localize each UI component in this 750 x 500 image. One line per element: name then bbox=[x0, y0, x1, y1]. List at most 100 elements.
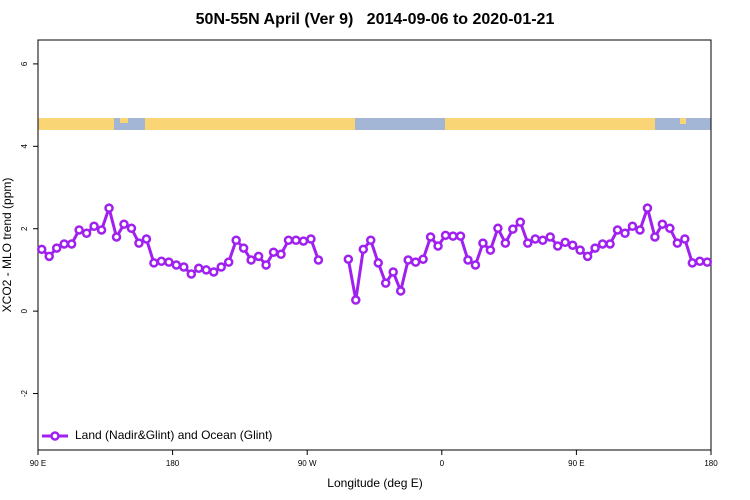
land-ocean-strip bbox=[38, 118, 711, 130]
data-point bbox=[403, 255, 413, 265]
data-point bbox=[96, 225, 107, 235]
data-point bbox=[485, 245, 496, 255]
data-point bbox=[410, 257, 421, 267]
data-point bbox=[164, 257, 174, 267]
data-point bbox=[156, 256, 167, 267]
data-point bbox=[373, 258, 383, 268]
y-tick-label: -2 bbox=[20, 389, 29, 397]
y-axis-label: XCO2 - MLO trend (ppm) bbox=[0, 178, 14, 313]
x-tick-label: 90 E bbox=[30, 459, 46, 468]
data-point bbox=[575, 245, 585, 255]
data-point bbox=[687, 258, 698, 268]
data-point bbox=[523, 238, 533, 248]
data-point bbox=[194, 263, 204, 274]
data-point bbox=[351, 295, 361, 305]
data-point bbox=[478, 238, 488, 248]
data-point bbox=[81, 228, 92, 239]
data-point bbox=[111, 232, 122, 242]
data-point bbox=[582, 251, 593, 262]
data-point bbox=[395, 286, 406, 296]
data-point bbox=[66, 239, 77, 249]
data-point bbox=[261, 260, 271, 270]
data-point bbox=[223, 257, 234, 267]
data-point bbox=[216, 262, 226, 272]
data-point bbox=[433, 241, 443, 251]
data-point bbox=[530, 234, 541, 244]
data-point bbox=[134, 238, 144, 248]
data-point bbox=[171, 260, 182, 270]
data-point bbox=[253, 251, 264, 262]
data-point bbox=[231, 235, 241, 246]
data-point bbox=[695, 256, 705, 267]
data-point bbox=[59, 239, 69, 249]
data-point bbox=[268, 247, 279, 257]
data-point bbox=[291, 235, 301, 246]
data-point bbox=[620, 228, 630, 239]
data-point bbox=[283, 235, 294, 246]
data-point bbox=[149, 258, 159, 268]
data-point bbox=[470, 260, 481, 270]
data-point bbox=[89, 221, 99, 232]
data-point bbox=[36, 244, 47, 255]
data-point bbox=[44, 251, 54, 262]
data-point bbox=[657, 219, 668, 229]
data-point bbox=[463, 255, 473, 265]
data-point bbox=[201, 265, 211, 275]
x-tick-label: 180 bbox=[166, 459, 180, 468]
data-point bbox=[545, 232, 555, 242]
data-point bbox=[246, 255, 256, 265]
data-point bbox=[141, 234, 152, 244]
data-point bbox=[567, 240, 578, 250]
chart-title: 50N-55N April (Ver 9) 2014-09-06 to 2020… bbox=[196, 11, 555, 28]
data-point bbox=[455, 231, 466, 241]
data-point bbox=[358, 244, 369, 255]
data-point bbox=[418, 254, 428, 264]
data-point bbox=[425, 232, 436, 242]
x-axis-label: Longitude (deg E) bbox=[327, 476, 422, 490]
data-point bbox=[51, 243, 62, 253]
data-point bbox=[186, 269, 197, 279]
legend-label: Land (Nadir&Glint) and Ocean (Glint) bbox=[75, 428, 272, 442]
legend-marker bbox=[50, 431, 60, 441]
data-point bbox=[515, 217, 526, 227]
y-tick-label: 2 bbox=[20, 226, 29, 231]
data-point bbox=[597, 239, 608, 249]
data-point bbox=[208, 267, 219, 277]
data-point bbox=[642, 203, 653, 213]
data-point bbox=[590, 243, 600, 253]
data-point bbox=[313, 255, 324, 265]
data-point bbox=[119, 219, 129, 229]
x-tick-label: 180 bbox=[704, 459, 718, 468]
series-line bbox=[40, 202, 708, 301]
data-point bbox=[306, 234, 316, 244]
data-point bbox=[179, 262, 189, 272]
data-point bbox=[238, 243, 249, 253]
y-tick-label: 0 bbox=[20, 308, 29, 313]
data-point bbox=[440, 230, 451, 241]
data-point bbox=[388, 267, 398, 277]
x-tick-label: 90 E bbox=[568, 459, 584, 468]
x-tick-label: 90 W bbox=[298, 459, 317, 468]
data-point bbox=[702, 257, 713, 267]
data-point bbox=[552, 241, 563, 251]
plot-frame bbox=[37, 39, 712, 451]
x-tick-label: 0 bbox=[440, 459, 445, 468]
data-point bbox=[343, 254, 354, 264]
data-point bbox=[612, 225, 623, 235]
data-point bbox=[126, 223, 137, 234]
data-point bbox=[366, 235, 376, 246]
data-point bbox=[104, 203, 114, 213]
data-point bbox=[538, 235, 548, 246]
data-point bbox=[500, 238, 511, 248]
data-point bbox=[508, 224, 518, 234]
data-point bbox=[650, 232, 660, 242]
data-point bbox=[298, 236, 309, 246]
data-point bbox=[74, 225, 84, 235]
y-tick-label: 6 bbox=[20, 61, 29, 66]
data-point bbox=[276, 249, 286, 260]
data-point bbox=[672, 238, 683, 248]
data-point bbox=[560, 237, 570, 248]
data-point bbox=[665, 223, 675, 234]
